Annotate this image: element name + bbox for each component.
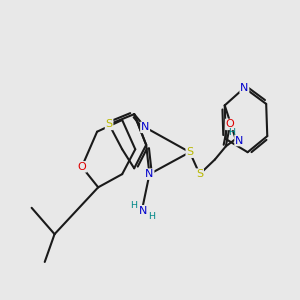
Text: S: S <box>106 119 113 129</box>
Text: N: N <box>235 136 243 146</box>
Text: H: H <box>228 128 235 137</box>
Text: H: H <box>130 201 137 210</box>
Text: S: S <box>196 169 203 179</box>
Text: O: O <box>226 119 235 129</box>
Text: N: N <box>139 206 148 216</box>
Text: S: S <box>186 147 194 157</box>
Text: N: N <box>141 122 149 132</box>
Text: N: N <box>240 83 249 93</box>
Text: N: N <box>145 169 154 179</box>
Text: O: O <box>77 162 86 172</box>
Text: H: H <box>148 212 155 220</box>
